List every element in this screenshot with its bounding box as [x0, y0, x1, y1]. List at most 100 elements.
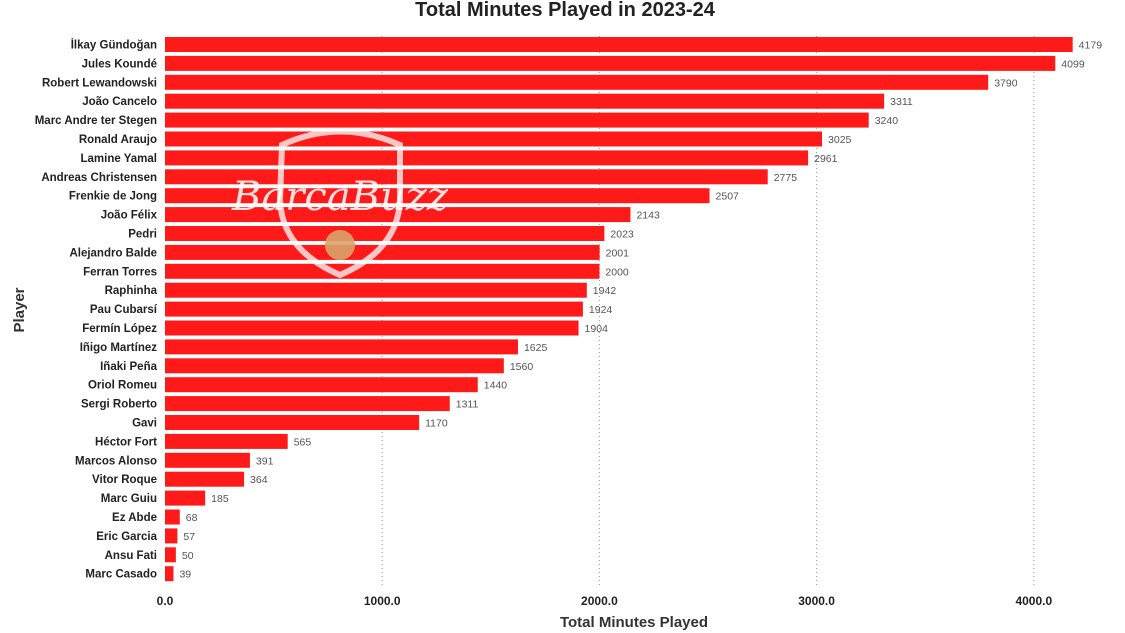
value-label: 1904 [585, 323, 609, 335]
bar [165, 282, 587, 298]
bar [165, 471, 245, 487]
x-axis-label: Total Minutes Played [560, 614, 708, 631]
category-label: Frenkie de Jong [69, 191, 157, 203]
value-label: 2143 [636, 210, 660, 222]
category-label: Héctor Fort [95, 436, 157, 448]
bar [165, 301, 583, 317]
category-label: İlkay Gündoğan [71, 39, 157, 52]
bar [165, 509, 180, 525]
ball-icon [325, 230, 355, 260]
bar [165, 566, 174, 582]
category-label: Raphinha [105, 285, 158, 297]
value-label: 2961 [814, 153, 838, 165]
category-label: Gavi [132, 418, 157, 430]
bar [165, 55, 1056, 71]
category-label: João Cancelo [82, 96, 157, 108]
bar [165, 358, 504, 374]
category-label: Ansu Fati [105, 550, 157, 562]
value-label: 3790 [994, 77, 1018, 89]
bar [165, 150, 809, 166]
value-label: 2775 [774, 172, 798, 184]
category-label: Iñaki Peña [100, 361, 157, 373]
bar [165, 74, 989, 90]
category-label: Marc Guiu [101, 493, 157, 505]
bar [165, 169, 768, 185]
category-label: Fermín López [82, 323, 157, 335]
value-label: 185 [211, 493, 229, 505]
value-labels: 4179 4099 3790 3311 3240 3025 2961 2775 2507 2143… [179, 40, 1102, 581]
bar [165, 131, 823, 147]
bar [165, 490, 206, 506]
category-label: Marcos Alonso [75, 455, 157, 467]
category-label: Sergi Roberto [81, 399, 157, 411]
value-label: 50 [182, 550, 194, 562]
value-label: 1311 [456, 399, 479, 411]
category-label: Pedri [128, 229, 157, 241]
value-label: 391 [256, 455, 274, 467]
category-label: Pau Cubarsí [90, 304, 158, 316]
bar [165, 226, 605, 241]
category-label: Alejandro Balde [69, 247, 157, 259]
bar [165, 396, 450, 412]
bar [165, 112, 869, 128]
category-label: Oriol Romeu [88, 380, 157, 392]
category-label: Lamine Yamal [81, 153, 158, 165]
value-label: 2507 [716, 191, 740, 203]
bar [165, 263, 600, 279]
value-label: 4099 [1061, 58, 1085, 70]
value-label: 3240 [875, 115, 899, 127]
category-label: Iñigo Martínez [80, 342, 158, 354]
category-label: Vitor Roque [92, 474, 157, 486]
x-tick-label: 1000.0 [364, 594, 401, 608]
category-label: Andreas Christensen [41, 172, 157, 184]
category-label: João Félix [101, 210, 158, 222]
value-label: 4179 [1079, 40, 1103, 52]
category-label: Jules Koundé [82, 58, 157, 70]
category-labels: İlkay Gündoğan Jules Koundé Robert Lewando… [35, 39, 158, 581]
value-label: 3311 [890, 96, 913, 108]
value-label: 68 [186, 512, 198, 524]
y-axis-label: Player [11, 287, 28, 332]
value-label: 1924 [589, 304, 613, 316]
category-label: Ez Abde [112, 512, 157, 524]
x-axis-ticks: 0.0 1000.0 2000.0 3000.0 4000.0 [157, 594, 1053, 608]
value-label: 565 [294, 436, 312, 448]
bar [165, 377, 478, 393]
bar [165, 188, 710, 204]
crest-with-ball-icon [276, 128, 403, 279]
watermark: BarcaBuzz [231, 128, 449, 279]
value-label: 2023 [610, 229, 634, 241]
bar [165, 339, 518, 355]
x-tick-label: 3000.0 [798, 594, 835, 608]
bars [165, 37, 1073, 582]
value-label: 3025 [828, 134, 852, 146]
watermark-text: BarcaBuzz [231, 174, 449, 220]
bar [165, 452, 250, 468]
category-label: Robert Lewandowski [42, 77, 157, 89]
value-label: 57 [183, 531, 195, 543]
bar [165, 547, 176, 563]
category-label: Ferran Torres [83, 266, 157, 278]
category-label: Ronald Araujo [79, 134, 157, 146]
bar [165, 415, 420, 430]
x-tick-label: 4000.0 [1015, 594, 1052, 608]
x-tick-label: 2000.0 [581, 594, 618, 608]
bar [165, 93, 885, 109]
value-label: 39 [179, 569, 191, 581]
bar [165, 37, 1073, 52]
category-label: Eric Garcia [96, 531, 157, 543]
category-label: Marc Andre ter Stegen [35, 115, 157, 127]
category-label: Marc Casado [85, 569, 157, 581]
value-label: 364 [250, 474, 268, 486]
value-label: 1560 [510, 361, 534, 373]
x-tick-label: 0.0 [157, 594, 174, 608]
bar [165, 244, 600, 260]
bar [165, 320, 579, 336]
chart-title: Total Minutes Played in 2023-24 [415, 0, 716, 21]
bar [165, 433, 288, 449]
value-label: 1625 [524, 342, 548, 354]
value-label: 2001 [606, 247, 630, 259]
value-label: 1440 [484, 380, 508, 392]
value-label: 1170 [425, 418, 448, 430]
